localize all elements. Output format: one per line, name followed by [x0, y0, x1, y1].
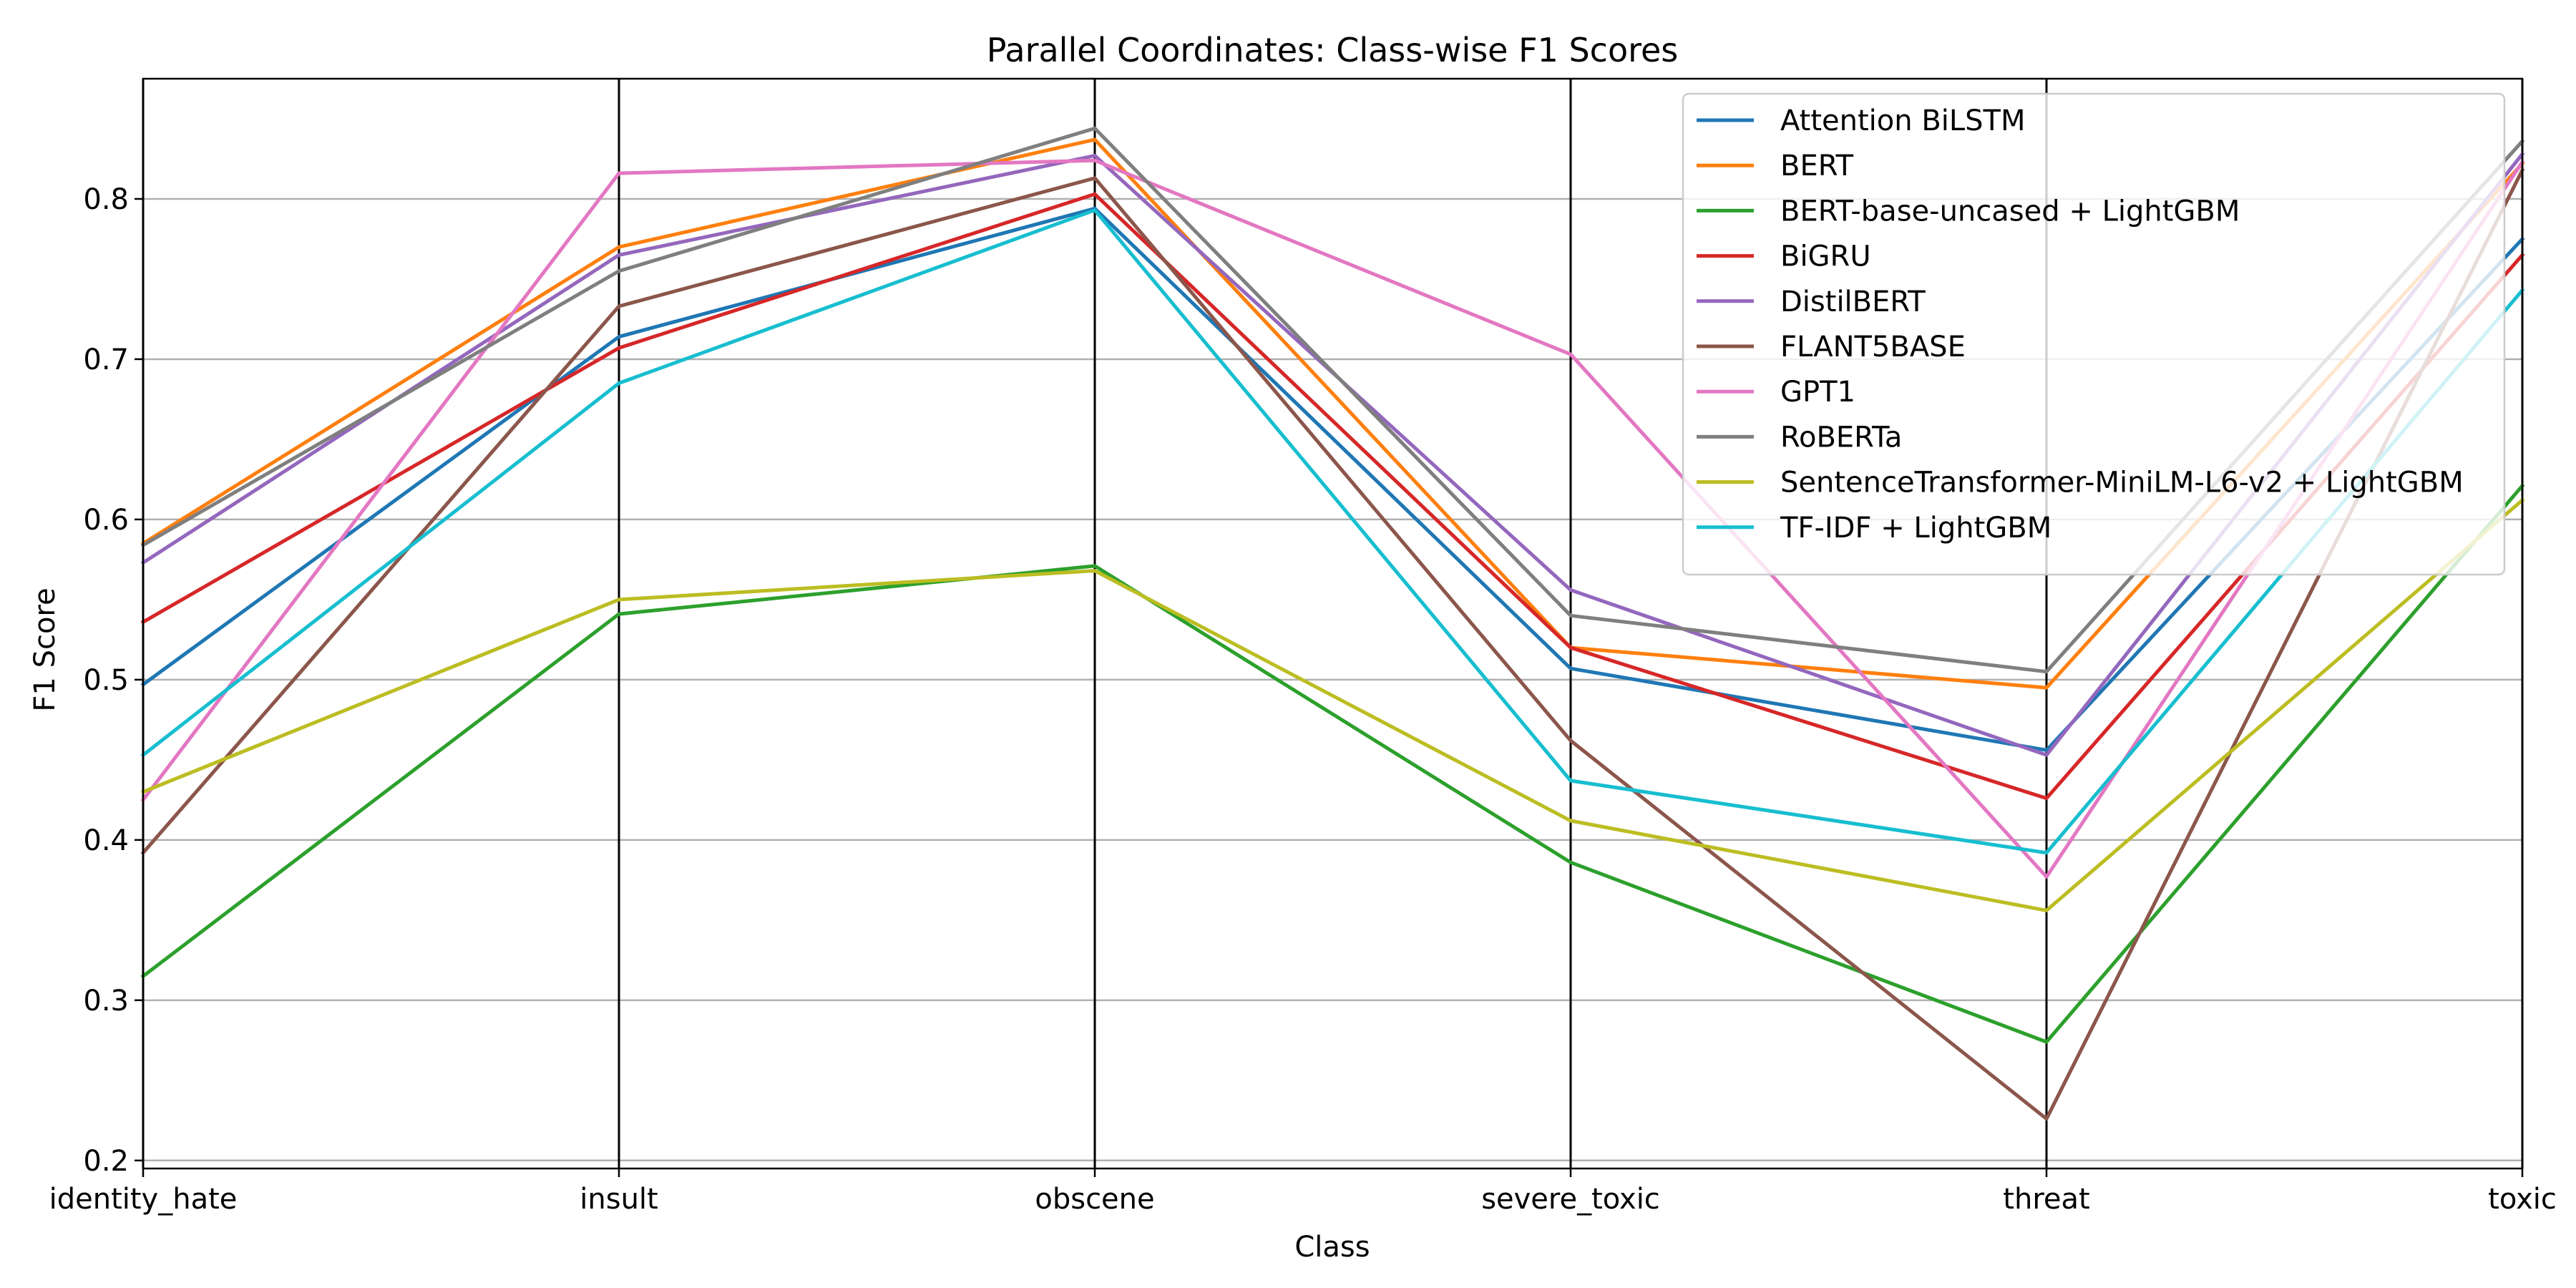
legend-label: GPT1 [1780, 376, 1855, 409]
x-tick-label: toxic [2488, 1183, 2557, 1216]
x-axis-label: Class [1294, 1231, 1370, 1264]
x-tick-label: severe_toxic [1481, 1183, 1660, 1216]
series-line-bert [140, 137, 2525, 690]
legend-label: SentenceTransformer-MiniLM-L6-v2 + Light… [1780, 467, 2464, 499]
series-line-bigru [140, 192, 2525, 801]
y-tick-label: 0.2 [83, 1145, 129, 1178]
y-tick-label: 0.4 [83, 824, 129, 857]
y-tick-label: 0.3 [83, 985, 129, 1018]
legend-box [1682, 92, 2506, 576]
y-axis-label: F1 Score [29, 587, 62, 711]
plot-frame [142, 77, 2524, 1170]
legend-label: DistilBERT [1780, 286, 1926, 318]
x-tick-label: identity_hate [49, 1183, 238, 1216]
legend-label: FLANT5BASE [1780, 331, 1966, 364]
x-tick-label: insult [580, 1183, 658, 1216]
series-line-flant5base [140, 167, 2525, 1121]
series-line-sentencetransformer-minilm-l6-v2-lightgbm [140, 497, 2525, 912]
series-line-roberta [140, 126, 2525, 674]
x-tick-label: threat [2003, 1183, 2089, 1216]
y-tick-label: 0.6 [83, 504, 129, 537]
legend-label: TF-IDF + LightGBM [1780, 512, 2051, 545]
legend-label: BiGRU [1780, 240, 1871, 273]
chart-title: Parallel Coordinates: Class-wise F1 Scor… [987, 31, 1679, 69]
y-ticks: 0.2 0.3 0.4 0.5 0.6 0.7 0.8 [83, 183, 143, 1178]
legend: Attention BiLSTM BERT BERT-base-uncased + … [1682, 92, 2506, 576]
y-tick-label: 0.8 [83, 183, 129, 216]
x-ticks: identity_hate insult obscene severe_toxic th… [49, 1169, 2557, 1216]
x-tick-label: obscene [1035, 1183, 1154, 1216]
legend-label: RoBERTa [1780, 421, 1902, 454]
legend-label: BERT [1780, 150, 1854, 182]
legend-label: Attention BiLSTM [1780, 104, 2026, 137]
series-lines [140, 126, 2525, 1121]
legend-label: BERT-base-uncased + LightGBM [1780, 195, 2240, 228]
y-tick-label: 0.5 [83, 664, 129, 697]
series-line-bert-base-uncased-lightgbm [140, 483, 2525, 1044]
series-line-tf-idf-lightgbm [140, 208, 2525, 855]
y-tick-label: 0.7 [83, 343, 129, 376]
